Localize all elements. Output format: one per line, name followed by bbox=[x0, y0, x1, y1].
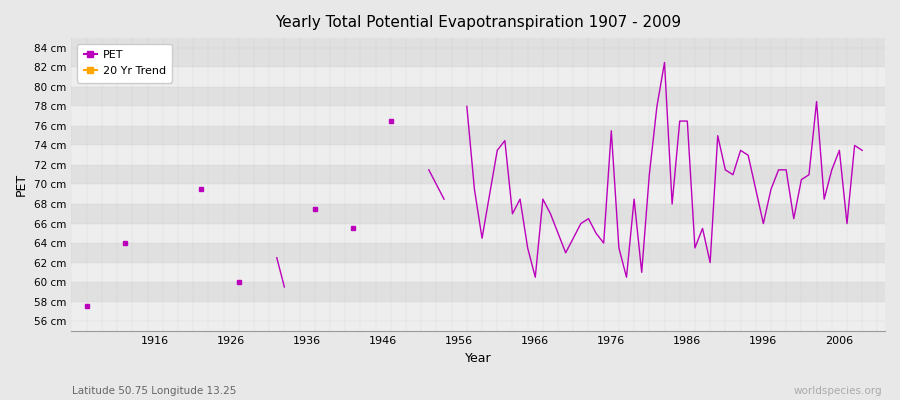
Bar bbox=[71, 243, 885, 262]
Y-axis label: PET: PET bbox=[15, 173, 28, 196]
Bar bbox=[71, 184, 885, 204]
Bar bbox=[71, 106, 885, 126]
Bar bbox=[71, 87, 885, 106]
Bar bbox=[71, 67, 885, 87]
Bar bbox=[71, 165, 885, 184]
Bar bbox=[71, 48, 885, 67]
X-axis label: Year: Year bbox=[465, 352, 491, 365]
Text: worldspecies.org: worldspecies.org bbox=[794, 386, 882, 396]
Bar bbox=[71, 262, 885, 282]
Bar bbox=[71, 38, 885, 48]
Bar bbox=[71, 126, 885, 146]
Bar bbox=[71, 302, 885, 321]
Bar bbox=[71, 321, 885, 331]
Bar bbox=[71, 282, 885, 302]
Bar bbox=[71, 146, 885, 165]
Bar bbox=[71, 224, 885, 243]
Title: Yearly Total Potential Evapotranspiration 1907 - 2009: Yearly Total Potential Evapotranspiratio… bbox=[275, 15, 681, 30]
Bar bbox=[71, 204, 885, 224]
Legend: PET, 20 Yr Trend: PET, 20 Yr Trend bbox=[77, 44, 173, 82]
Text: Latitude 50.75 Longitude 13.25: Latitude 50.75 Longitude 13.25 bbox=[72, 386, 237, 396]
